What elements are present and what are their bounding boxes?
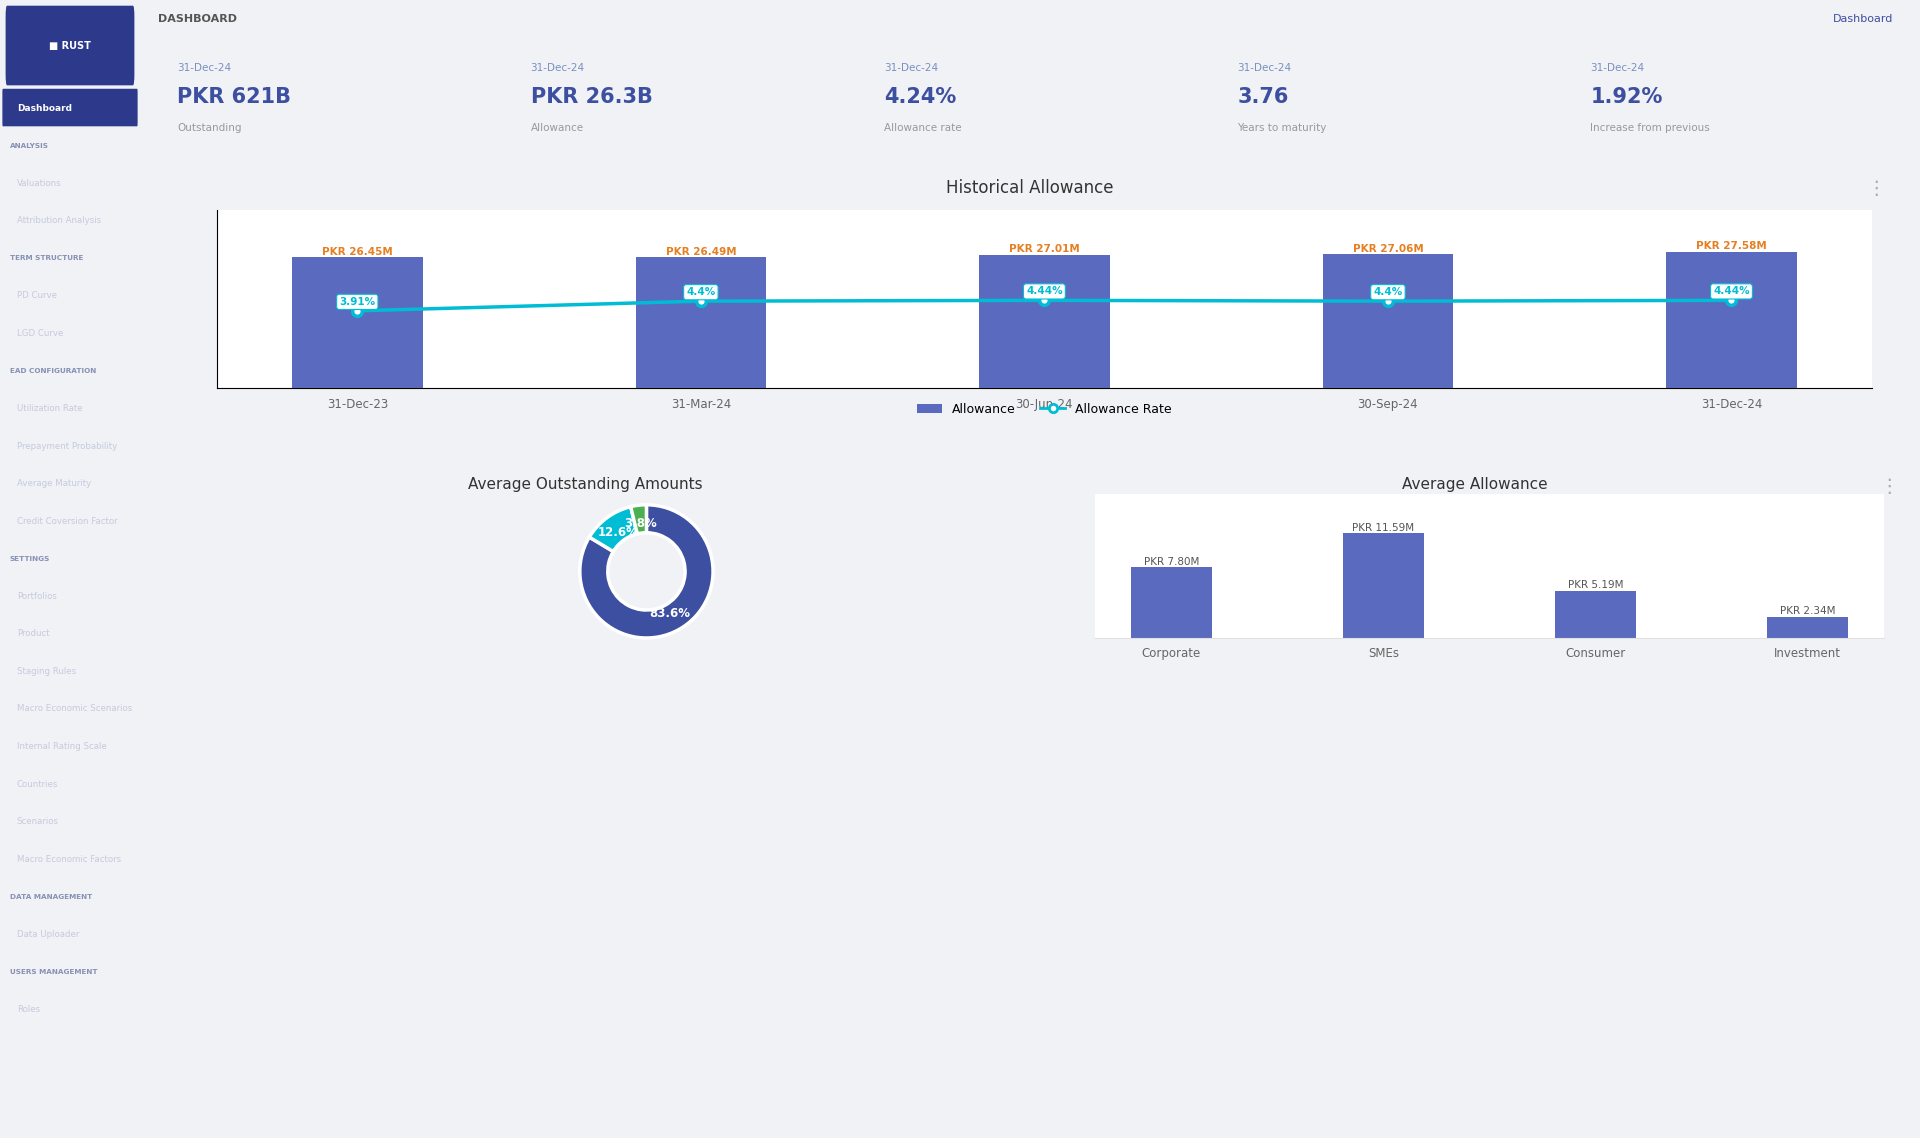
- Wedge shape: [580, 505, 712, 638]
- Bar: [1555, 591, 1636, 637]
- Text: PKR 7.80M: PKR 7.80M: [1144, 556, 1200, 567]
- Text: PKR 2.34M: PKR 2.34M: [1780, 605, 1836, 616]
- Text: Outstanding: Outstanding: [177, 123, 242, 133]
- Wedge shape: [630, 505, 647, 534]
- Text: DATA MANAGEMENT: DATA MANAGEMENT: [10, 893, 92, 900]
- Text: 1.92%: 1.92%: [1590, 88, 1663, 107]
- Text: 4.4%: 4.4%: [1373, 287, 1404, 297]
- Text: Allowance rate: Allowance rate: [883, 123, 962, 133]
- Text: Average Allowance: Average Allowance: [1402, 477, 1548, 492]
- Text: Internal Rating Scale: Internal Rating Scale: [17, 742, 106, 751]
- Text: Attribution Analysis: Attribution Analysis: [17, 216, 102, 225]
- Text: Utilization Rate: Utilization Rate: [17, 404, 83, 413]
- Text: 12.6%: 12.6%: [597, 526, 639, 539]
- Text: ■ RUST: ■ RUST: [50, 41, 90, 50]
- Text: TERM STRUCTURE: TERM STRUCTURE: [10, 255, 83, 262]
- FancyBboxPatch shape: [2, 89, 138, 126]
- Text: 4.24%: 4.24%: [883, 88, 956, 107]
- Text: 4.44%: 4.44%: [1025, 287, 1062, 296]
- Text: Scenarios: Scenarios: [17, 817, 60, 826]
- Text: Increase from previous: Increase from previous: [1590, 123, 1711, 133]
- Text: EAD CONFIGURATION: EAD CONFIGURATION: [10, 368, 96, 374]
- Text: 4.44%: 4.44%: [1713, 287, 1749, 296]
- FancyBboxPatch shape: [6, 6, 134, 85]
- Text: PKR 26.3B: PKR 26.3B: [530, 88, 653, 107]
- Text: Historical Allowance: Historical Allowance: [947, 179, 1114, 197]
- Text: Dashboard: Dashboard: [1834, 14, 1893, 24]
- Text: 31-Dec-24: 31-Dec-24: [1590, 63, 1645, 73]
- Text: 31-Dec-24: 31-Dec-24: [883, 63, 939, 73]
- Text: 83.6%: 83.6%: [649, 607, 691, 619]
- Text: USERS MANAGEMENT: USERS MANAGEMENT: [10, 968, 98, 975]
- Text: Macro Economic Factors: Macro Economic Factors: [17, 855, 121, 864]
- Legend: Allowance, Allowance Rate: Allowance, Allowance Rate: [912, 398, 1177, 421]
- Text: Product: Product: [17, 629, 50, 638]
- Text: Data Uploader: Data Uploader: [17, 930, 79, 939]
- Text: Roles: Roles: [17, 1005, 40, 1014]
- Text: 3.76: 3.76: [1236, 88, 1288, 107]
- Text: PKR 11.59M: PKR 11.59M: [1352, 522, 1415, 533]
- Text: 31-Dec-24: 31-Dec-24: [177, 63, 230, 73]
- Text: Macro Economic Scenarios: Macro Economic Scenarios: [17, 704, 132, 714]
- Bar: [979, 255, 1110, 388]
- Bar: [1323, 255, 1453, 388]
- Text: 3.91%: 3.91%: [340, 297, 376, 307]
- Bar: [636, 257, 766, 388]
- Bar: [1766, 617, 1847, 637]
- Text: PKR 27.06M: PKR 27.06M: [1352, 244, 1423, 254]
- Text: ⋮: ⋮: [1880, 477, 1899, 496]
- Text: ANALYSIS: ANALYSIS: [10, 142, 48, 149]
- Bar: [1344, 534, 1423, 637]
- Text: PKR 27.58M: PKR 27.58M: [1695, 241, 1766, 251]
- Text: 31-Dec-24: 31-Dec-24: [1236, 63, 1292, 73]
- Text: Dashboard: Dashboard: [17, 104, 71, 113]
- Text: PKR 26.49M: PKR 26.49M: [666, 247, 735, 257]
- Bar: [292, 257, 422, 388]
- Text: PKR 27.01M: PKR 27.01M: [1010, 245, 1079, 254]
- Text: PKR 5.19M: PKR 5.19M: [1567, 580, 1622, 589]
- Text: PD Curve: PD Curve: [17, 291, 58, 300]
- Text: Prepayment Probability: Prepayment Probability: [17, 442, 117, 451]
- Text: Years to maturity: Years to maturity: [1236, 123, 1327, 133]
- Text: Staging Rules: Staging Rules: [17, 667, 77, 676]
- Text: Average Maturity: Average Maturity: [17, 479, 90, 488]
- Text: 31-Dec-24: 31-Dec-24: [530, 63, 586, 73]
- Text: ⋮: ⋮: [1866, 179, 1885, 198]
- Wedge shape: [589, 506, 637, 552]
- Text: Portfolios: Portfolios: [17, 592, 58, 601]
- Text: 4.4%: 4.4%: [685, 287, 716, 297]
- Text: Valuations: Valuations: [17, 179, 61, 188]
- Bar: [1131, 568, 1212, 637]
- Text: 3.8%: 3.8%: [624, 518, 657, 530]
- Text: SETTINGS: SETTINGS: [10, 555, 50, 562]
- Text: Average Outstanding Amounts: Average Outstanding Amounts: [468, 477, 703, 492]
- Text: PKR 621B: PKR 621B: [177, 88, 292, 107]
- Text: Credit Coversion Factor: Credit Coversion Factor: [17, 517, 117, 526]
- Text: Allowance: Allowance: [530, 123, 584, 133]
- Text: DASHBOARD: DASHBOARD: [157, 14, 236, 24]
- Text: PKR 26.45M: PKR 26.45M: [323, 247, 394, 257]
- Bar: [1667, 251, 1797, 388]
- Text: Countries: Countries: [17, 780, 58, 789]
- Text: LGD Curve: LGD Curve: [17, 329, 63, 338]
